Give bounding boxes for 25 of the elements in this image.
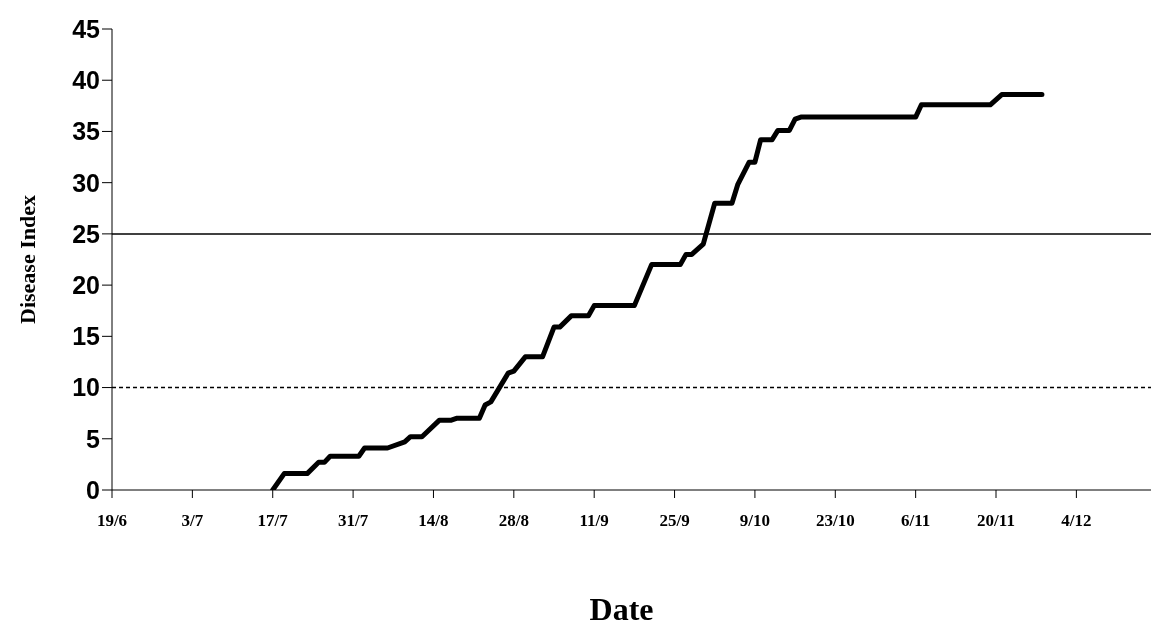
y-tick-label: 5 [86,424,101,453]
y-tick-label: 45 [72,14,101,43]
x-tick-label: 28/8 [498,511,529,531]
x-tick-label: 4/12 [1061,511,1092,531]
y-tick-label: 20 [72,270,100,299]
x-tick-label: 3/7 [181,511,204,531]
x-tick-label: 20/11 [977,511,1015,531]
y-axis-title: Disease Index [15,195,41,324]
y-tick-label: 15 [72,322,101,351]
y-tick-label: 0 [86,475,100,504]
x-tick-label: 19/6 [96,511,128,531]
x-tick-label: 31/7 [337,511,369,531]
x-axis-title: Date [589,591,654,627]
x-tick-label: 25/9 [659,511,690,531]
y-tick-label: 10 [72,373,100,402]
y-tick-label: 30 [72,168,100,197]
x-tick-label: 23/10 [815,511,855,531]
x-tick-label: 11/9 [579,511,609,531]
x-tick-label: 9/10 [739,511,771,531]
x-tick-label: 6/11 [901,511,931,531]
y-tick-label: 35 [72,117,101,146]
y-tick-label: 25 [72,219,101,248]
x-tick-label: 14/8 [418,511,449,531]
x-tick-label: 17/7 [257,511,289,531]
y-tick-label: 40 [72,66,100,95]
